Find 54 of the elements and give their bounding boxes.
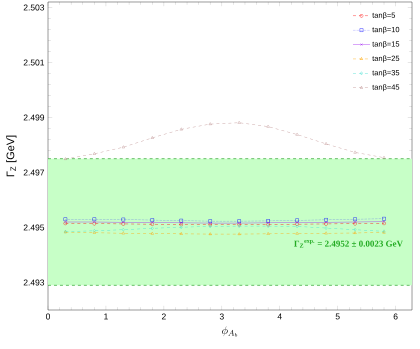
y-tick-label: 2.499 (24, 114, 44, 120)
x-tick-label: 6 (394, 314, 398, 320)
y-tick-label: 2.497 (24, 170, 44, 176)
point (180, 225, 183, 230)
point (382, 156, 386, 159)
point (324, 142, 328, 145)
point (266, 232, 270, 235)
point (353, 231, 357, 234)
point (324, 218, 328, 222)
x-tick-label: 0 (46, 314, 50, 320)
x-tick-label: 1 (104, 314, 108, 320)
point (150, 136, 154, 139)
point (150, 226, 154, 230)
point (64, 157, 67, 160)
point (354, 228, 356, 232)
x-axis-title: $\phi_{A_b}$ (222, 326, 238, 337)
point (266, 124, 270, 128)
x-tick-label: 5 (336, 314, 340, 320)
point (180, 128, 183, 130)
y-tick-label: 2.503 (24, 4, 44, 10)
point (208, 219, 212, 223)
x-tick-label: 3 (220, 314, 224, 320)
point (122, 218, 126, 222)
y-tick-label: 2.501 (24, 60, 44, 66)
point (92, 217, 96, 222)
annotation: Γ$_{Z}$$^{exp.}$ = 2.4952 ± 0.0023 GeV (294, 240, 403, 248)
point (237, 219, 241, 223)
point (180, 232, 183, 235)
point (296, 132, 299, 136)
point (266, 219, 270, 223)
y-tick-label: 2.495 (24, 224, 44, 230)
point (122, 145, 125, 148)
point (92, 152, 96, 155)
point (150, 232, 154, 235)
point (324, 231, 328, 234)
point (238, 232, 241, 236)
point (238, 120, 241, 124)
point (150, 218, 154, 222)
point (353, 217, 357, 222)
point (296, 232, 299, 235)
point (122, 228, 125, 232)
point (179, 218, 184, 222)
point (324, 226, 328, 230)
point (382, 216, 386, 220)
point (353, 150, 357, 154)
x-tick-label: 4 (278, 314, 282, 320)
point (208, 122, 212, 126)
point (122, 231, 125, 234)
y-tick-label: 2.493 (24, 280, 44, 286)
point (295, 218, 299, 222)
point (296, 224, 299, 228)
y-axis-title: Γ$_{Z}$ [GeV] (6, 136, 16, 176)
point (208, 232, 212, 236)
x-tick-label: 2 (162, 314, 166, 320)
